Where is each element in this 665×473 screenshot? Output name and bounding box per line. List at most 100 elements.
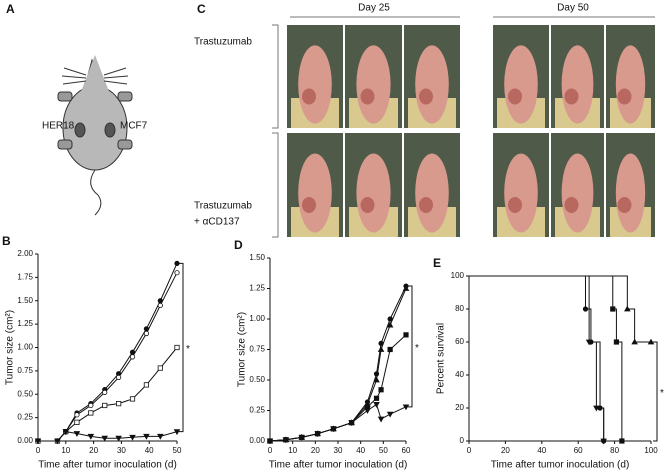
- y-tick-label: 0.00: [17, 436, 33, 445]
- photo-mouse: [415, 153, 449, 233]
- panel-label: D: [234, 238, 243, 252]
- marker: [386, 411, 394, 418]
- marker: [174, 270, 180, 276]
- photo-mouse: [298, 153, 332, 233]
- x-axis-label: Time after tumor inoculation (d): [38, 460, 177, 471]
- x-tick-label: 50: [379, 446, 388, 455]
- y-tick-label: 1.75: [17, 272, 33, 281]
- marker: [157, 302, 163, 309]
- series-line: [38, 263, 178, 442]
- y-tick-label: 0.25: [249, 406, 265, 415]
- y-tick-label: 0: [460, 436, 465, 445]
- marker: [115, 435, 122, 442]
- marker: [282, 437, 290, 444]
- marker: [402, 285, 410, 291]
- panel-label: B: [2, 234, 11, 248]
- marker: [619, 438, 625, 444]
- marker: [129, 434, 136, 441]
- significance-bracket: [179, 262, 184, 433]
- annotation: *: [415, 343, 419, 354]
- marker: [585, 339, 593, 346]
- x-tick-label: 40: [537, 446, 546, 455]
- photo-grid: [287, 25, 655, 237]
- panel-label: C: [197, 2, 206, 16]
- y-tick-label: 0.75: [17, 366, 33, 375]
- photo-tumor: [564, 88, 579, 105]
- marker: [102, 389, 108, 395]
- x-axis-label: Time after tumor inoculation (d): [269, 460, 408, 471]
- x-tick-label: 0: [268, 446, 273, 455]
- tumor-label: MCF7: [120, 121, 148, 132]
- x-tick-label: 10: [288, 446, 297, 455]
- y-tick-label: 1.25: [249, 284, 265, 293]
- annotation: *: [660, 388, 664, 399]
- photo-tumor: [508, 88, 522, 105]
- significance-bracket: [408, 285, 413, 408]
- x-tick-label: 100: [644, 446, 658, 455]
- marker: [387, 346, 393, 353]
- series-line: [469, 275, 605, 441]
- row-label: Trastuzumab: [194, 201, 252, 212]
- photo-tumor: [617, 197, 632, 213]
- panel-label: A: [6, 2, 15, 16]
- marker: [73, 431, 81, 437]
- marker: [330, 426, 337, 433]
- photo-mouse: [298, 45, 332, 124]
- marker: [582, 306, 589, 312]
- panel-label: E: [433, 256, 441, 270]
- photo-tumor: [302, 197, 316, 213]
- marker: [373, 395, 380, 401]
- series-line: [269, 334, 407, 442]
- marker: [600, 438, 607, 445]
- x-tick-label: 0: [36, 446, 41, 455]
- column-label: Day 25: [358, 3, 390, 14]
- marker: [266, 438, 274, 445]
- significance-bracket: [653, 341, 658, 442]
- marker: [647, 338, 655, 345]
- tumor-label: HER18: [42, 121, 75, 132]
- x-tick-label: 40: [356, 446, 365, 455]
- x-tick-label: 10: [61, 446, 70, 455]
- y-tick-label: 1.50: [249, 253, 265, 262]
- marker: [373, 402, 380, 408]
- photo-mouse: [561, 45, 594, 124]
- marker: [377, 416, 385, 423]
- series-line: [38, 272, 178, 442]
- marker: [631, 338, 638, 345]
- photo-tumor: [360, 197, 375, 213]
- marker: [174, 344, 180, 351]
- y-tick-label: 1.25: [17, 319, 33, 328]
- marker: [129, 396, 136, 402]
- x-tick-label: 60: [402, 446, 411, 455]
- y-tick-label: 1.00: [17, 343, 33, 352]
- photo-tumor: [419, 88, 433, 105]
- marker: [129, 354, 136, 360]
- photo-tumor: [302, 88, 316, 105]
- annotation: *: [186, 344, 190, 355]
- x-tick-label: 40: [145, 446, 154, 455]
- photo-tumor: [360, 88, 375, 105]
- marker: [403, 332, 409, 338]
- y-tick-label: 0.50: [17, 389, 33, 398]
- marker: [88, 402, 94, 409]
- photo-tumor: [564, 197, 579, 213]
- x-tick-label: 80: [610, 446, 619, 455]
- marker: [386, 321, 394, 328]
- y-axis-label: Tumor size (cm²): [237, 312, 248, 387]
- marker: [74, 412, 80, 418]
- marker: [613, 339, 620, 345]
- y-tick-label: 0.25: [17, 413, 33, 422]
- photo-mouse: [415, 45, 449, 124]
- photo-mouse: [504, 153, 538, 233]
- marker: [174, 260, 180, 266]
- row-label: + αCD137: [194, 217, 240, 228]
- x-tick-label: 20: [501, 446, 510, 455]
- photo-tumor: [508, 197, 522, 213]
- x-tick-label: 30: [117, 446, 126, 455]
- series-line: [469, 275, 623, 441]
- y-tick-label: 0.00: [249, 436, 265, 445]
- y-tick-label: 100: [451, 271, 465, 280]
- photo-mouse: [356, 153, 391, 233]
- y-tick-label: 20: [455, 403, 464, 412]
